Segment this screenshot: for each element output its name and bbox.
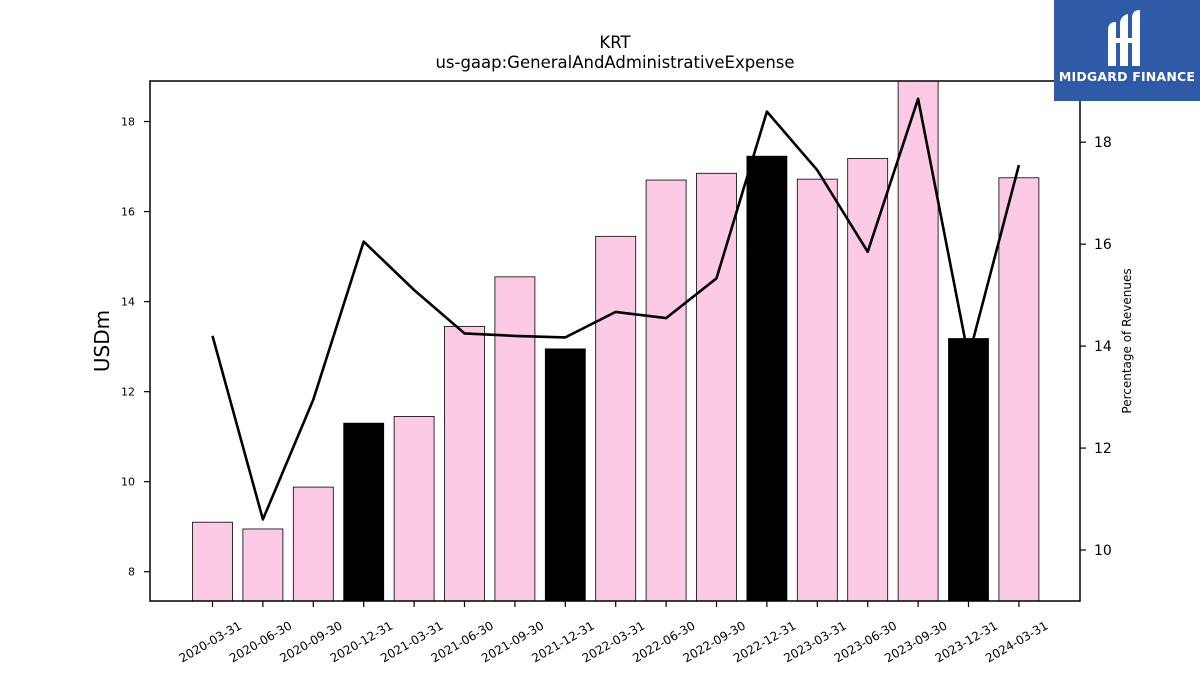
plot-frame: [149, 80, 1081, 602]
y-tick-label-8: 8: [128, 566, 135, 579]
bars-group: [192, 80, 1040, 602]
y-tick-label-12: 12: [121, 386, 135, 399]
bar-2024-03-31: [998, 177, 1040, 602]
bar-2020-06-30: [242, 528, 284, 602]
bar-2023-12-31: [948, 338, 989, 602]
chart-subtitle: us-gaap:GeneralAndAdministrativeExpense: [435, 53, 794, 72]
y-tick-label-10: 10: [121, 476, 135, 489]
bar-2023-06-30: [847, 158, 889, 602]
midgard-m-logo-icon: [1108, 10, 1140, 66]
bar-2022-06-30: [645, 179, 687, 602]
bar-2021-06-30: [444, 325, 485, 602]
bar-2021-12-31: [544, 348, 586, 602]
y-axis-right: 10 12 14 16 18: [1080, 135, 1112, 559]
bar-2023-03-31: [796, 178, 838, 602]
chart-title: KRT: [599, 33, 631, 52]
y-tick-label-18: 18: [121, 116, 135, 129]
y2-tick-label-14: 14: [1094, 339, 1112, 355]
bar-2020-12-31: [343, 422, 385, 602]
bar-2020-09-30: [292, 486, 334, 602]
y2-tick-label-10: 10: [1094, 543, 1112, 559]
y-axis-left: 8 10 12 14 16 18: [121, 116, 150, 579]
y-tick-label-14: 14: [121, 296, 135, 309]
brand-logo: MIDGARD FINANCE: [1054, 0, 1200, 101]
y-tick-label-16: 16: [121, 206, 135, 219]
x-axis: 2020-03-312020-06-302020-09-302020-12-31…: [177, 601, 1050, 665]
y-axis-label: USDm: [90, 310, 114, 372]
bar-2021-09-30: [494, 276, 536, 602]
bar-2022-03-31: [595, 235, 637, 602]
bar-2020-03-31: [192, 521, 233, 602]
y2-tick-label-16: 16: [1094, 237, 1112, 253]
bar-2022-09-30: [696, 172, 737, 602]
line-group: [211, 97, 1021, 521]
bar-2023-09-30: [897, 80, 939, 602]
y2-axis-label: Percentage of Revenues: [1120, 268, 1134, 413]
bar-2022-12-31: [746, 155, 788, 602]
line-percentage-of-revenues: [211, 97, 1021, 521]
y2-tick-label-12: 12: [1094, 441, 1112, 457]
y2-tick-label-18: 18: [1094, 135, 1112, 151]
brand-name: MIDGARD FINANCE: [1058, 69, 1196, 84]
bar-2021-03-31: [393, 416, 435, 602]
